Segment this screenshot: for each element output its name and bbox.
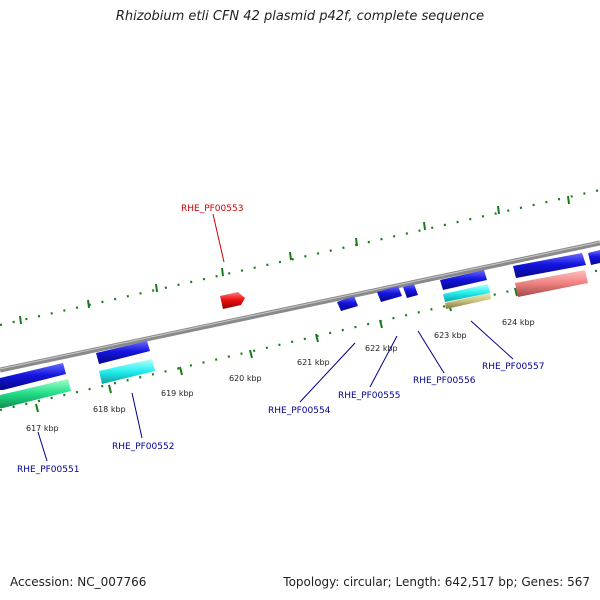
outer-tick: [87, 299, 90, 309]
tick-label: 624 kbp: [502, 318, 535, 327]
tick-label: 623 kbp: [434, 331, 467, 340]
gene-cyan[interactable]: [443, 284, 490, 302]
plasmid-backbone: [0, 240, 600, 373]
gene-blue[interactable]: [588, 250, 600, 265]
tick-label: 619 kbp: [161, 389, 194, 398]
tick-622: [379, 319, 383, 329]
outer-major-ticks: [19, 195, 570, 325]
gene-blue[interactable]: [403, 284, 418, 298]
accession-text: Accession: NC_007766: [10, 575, 147, 589]
tick-label: 620 kbp: [229, 374, 262, 383]
leader-rhe-pf00553: [212, 213, 225, 263]
gene-label-rhe-pf00556[interactable]: RHE_PF00556: [413, 376, 476, 386]
tick-620: [249, 349, 253, 359]
tick-label: 618 kbp: [93, 405, 126, 414]
gene-blue[interactable]: [96, 341, 150, 364]
inner-tick-track: [0, 268, 600, 412]
tick-617: [35, 403, 39, 413]
leader-rhe-pf00556: [417, 330, 445, 374]
outer-tick: [19, 315, 22, 325]
gene-label-rhe-pf00555[interactable]: RHE_PF00555: [338, 391, 400, 401]
leader-rhe-pf00555: [369, 335, 398, 388]
leader-rhe-pf00554: [299, 342, 356, 403]
gene-label-rhe-pf00554[interactable]: RHE_PF00554: [268, 406, 331, 416]
tick-labels: 617 kbp 618 kbp 619 kbp 620 kbp 621 kbp …: [26, 318, 535, 433]
gene-blue[interactable]: [337, 296, 358, 311]
gene-blue[interactable]: [377, 286, 402, 302]
outer-tick: [355, 237, 358, 247]
outer-tick: [221, 267, 224, 277]
genes-reverse-strand: [0, 250, 600, 408]
tick-label: 621 kbp: [297, 358, 330, 367]
leader-rhe-pf00557: [470, 320, 514, 360]
label-leaders: [37, 213, 514, 462]
gene-salmon[interactable]: [515, 270, 588, 297]
gene-green[interactable]: [0, 379, 71, 408]
tick-label: 617 kbp: [26, 424, 59, 433]
plasmid-backbone-highlight: [0, 241, 600, 370]
gene-red[interactable]: [220, 292, 245, 309]
tick-label: 622 kbp: [365, 344, 398, 353]
gene-cyan[interactable]: [99, 359, 155, 384]
tick-624: [514, 287, 518, 297]
tick-618: [108, 384, 112, 394]
outer-tick: [567, 195, 570, 205]
outer-tick: [155, 283, 158, 293]
leader-rhe-pf00552: [131, 392, 143, 439]
major-ticks: [35, 287, 518, 413]
outer-tick: [497, 205, 500, 215]
outer-tick: [289, 251, 292, 261]
gene-blue[interactable]: [0, 363, 66, 390]
map-title: Rhizobium etli CFN 42 plasmid p42f, comp…: [115, 9, 485, 24]
gene-khaki[interactable]: [445, 293, 491, 309]
summary-text: Topology: circular; Length: 642,517 bp; …: [283, 575, 590, 589]
gene-labels: RHE_PF00551 RHE_PF00552 RHE_PF00553 RHE_…: [17, 204, 544, 475]
gene-label-rhe-pf00551[interactable]: RHE_PF00551: [17, 465, 79, 475]
leader-rhe-pf00551: [37, 431, 48, 462]
outer-tick: [423, 221, 426, 231]
gene-blue[interactable]: [440, 270, 487, 290]
tick-619: [179, 366, 183, 376]
gene-label-rhe-pf00552[interactable]: RHE_PF00552: [112, 442, 174, 452]
gene-label-rhe-pf00557[interactable]: RHE_PF00557: [482, 362, 544, 372]
gene-label-rhe-pf00553[interactable]: RHE_PF00553: [181, 204, 243, 214]
gene-blue[interactable]: [513, 253, 586, 278]
tick-621: [315, 333, 319, 343]
